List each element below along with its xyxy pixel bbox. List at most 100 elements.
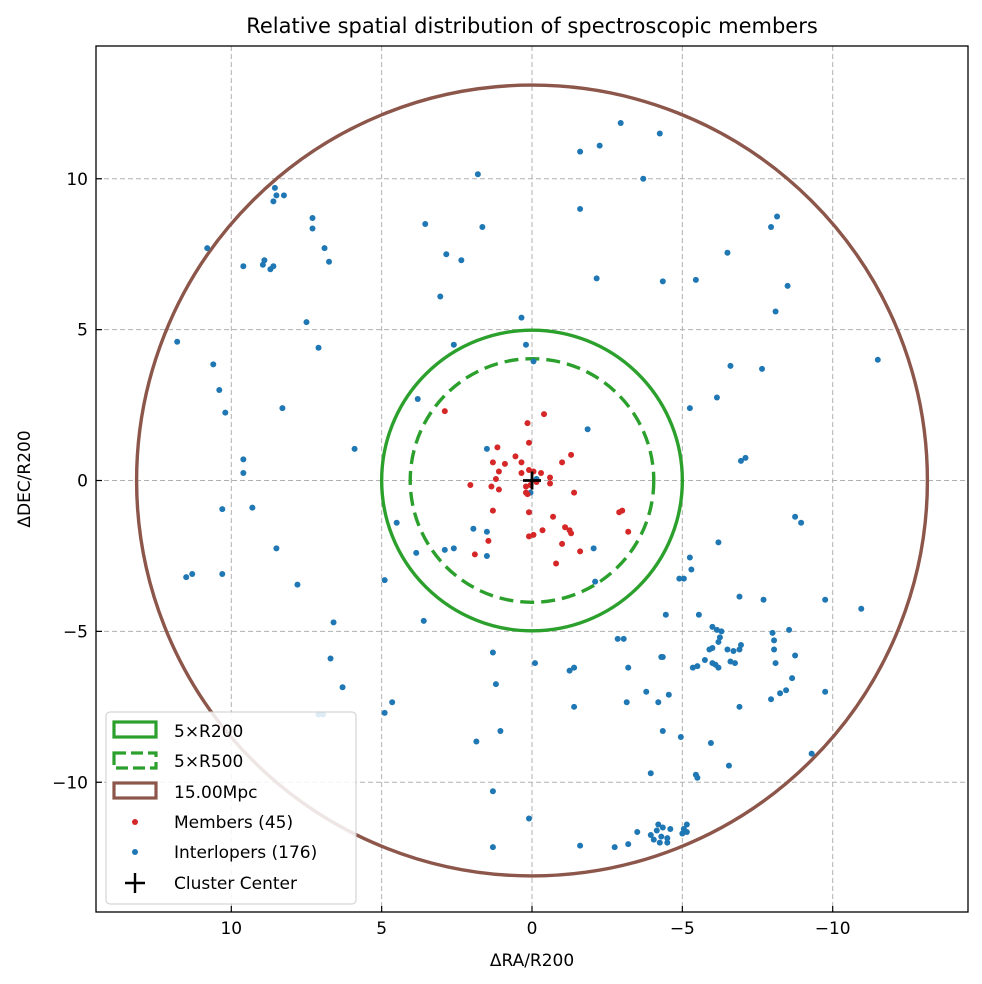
interloper-point-100 xyxy=(760,596,767,603)
interloper-point-96 xyxy=(822,596,829,603)
member-point-4 xyxy=(494,444,501,451)
interloper-point-6 xyxy=(270,263,277,270)
interloper-point-26 xyxy=(183,574,190,581)
interloper-point-116 xyxy=(689,664,696,671)
legend-swatch-interlopers xyxy=(132,849,138,855)
member-point-8 xyxy=(518,459,525,466)
interloper-point-80 xyxy=(727,362,734,369)
member-point-13 xyxy=(525,466,532,473)
interloper-point-120 xyxy=(727,658,734,665)
interloper-point-119 xyxy=(712,661,719,668)
interloper-point-131 xyxy=(777,690,784,697)
legend-label-r500: 5×R500 xyxy=(174,752,243,772)
interloper-point-155 xyxy=(694,774,701,781)
interloper-point-20 xyxy=(240,456,247,463)
interloper-point-170 xyxy=(667,826,674,833)
interloper-point-102 xyxy=(713,626,720,633)
interloper-point-113 xyxy=(737,641,744,648)
member-point-29 xyxy=(616,509,623,516)
legend-swatch-center xyxy=(125,873,145,893)
interloper-point-16 xyxy=(315,344,322,351)
interloper-point-111 xyxy=(730,647,737,654)
member-point-1 xyxy=(524,420,531,427)
member-point-31 xyxy=(525,509,532,516)
interloper-point-21 xyxy=(240,469,247,476)
interloper-point-140 xyxy=(571,703,578,710)
interloper-point-132 xyxy=(768,696,775,703)
circle-2 xyxy=(134,83,930,878)
interloper-point-45 xyxy=(422,221,429,228)
members-series xyxy=(441,408,632,567)
interloper-point-150 xyxy=(659,727,666,734)
interloper-point-129 xyxy=(789,675,796,682)
interloper-point-125 xyxy=(771,646,778,653)
interloper-point-37 xyxy=(389,699,396,706)
interloper-point-14 xyxy=(326,258,333,265)
interloper-point-121 xyxy=(731,660,738,667)
member-point-37 xyxy=(525,533,532,540)
x-axis-label: ΔRA/R200 xyxy=(490,951,574,971)
legend-swatch-members xyxy=(132,819,138,825)
interloper-point-164 xyxy=(655,821,662,828)
interloper-point-76 xyxy=(659,278,666,285)
interloper-point-47 xyxy=(474,171,481,178)
y-axis-label: ΔDEC/R200 xyxy=(15,430,35,527)
chart-title: Relative spatial distribution of spectro… xyxy=(246,14,818,38)
interloper-point-172 xyxy=(683,821,690,828)
interloper-point-2 xyxy=(240,263,247,270)
interloper-point-87 xyxy=(874,356,881,363)
interloper-point-56 xyxy=(483,528,490,535)
member-point-43 xyxy=(467,482,474,489)
member-point-15 xyxy=(495,468,502,475)
x-tick-label-0: 10 xyxy=(220,919,242,939)
member-point-2 xyxy=(541,411,548,418)
interloper-point-32 xyxy=(327,655,334,662)
interloper-point-135 xyxy=(676,575,683,582)
interloper-point-91 xyxy=(680,575,687,582)
interloper-point-30 xyxy=(294,581,301,588)
interloper-point-145 xyxy=(643,688,650,695)
interloper-point-70 xyxy=(577,205,584,212)
cluster-center-marker xyxy=(523,471,541,490)
legend-box xyxy=(105,711,357,905)
interloper-point-17 xyxy=(210,361,217,368)
interloper-point-77 xyxy=(692,276,699,283)
interloper-point-141 xyxy=(566,667,573,674)
interloper-point-144 xyxy=(623,699,630,706)
legend-label-15mpc: 15.00Mpc xyxy=(174,783,257,803)
interloper-point-42 xyxy=(441,546,448,553)
interloper-point-126 xyxy=(786,626,793,633)
interloper-point-160 xyxy=(634,829,641,836)
interloper-point-114 xyxy=(701,657,708,664)
interloper-point-162 xyxy=(650,836,657,843)
member-point-34 xyxy=(625,528,632,535)
interloper-point-75 xyxy=(656,130,663,137)
interloper-point-103 xyxy=(695,611,702,618)
member-point-17 xyxy=(492,476,499,482)
interloper-point-71 xyxy=(596,142,603,149)
interloper-point-53 xyxy=(414,396,421,403)
interloper-point-166 xyxy=(658,833,665,840)
member-point-40 xyxy=(471,551,478,558)
circle-0 xyxy=(379,328,685,633)
interloper-point-36 xyxy=(381,709,388,716)
interloper-point-98 xyxy=(822,688,829,695)
interloper-point-66 xyxy=(530,358,537,365)
legend-swatch-15mpc xyxy=(112,781,158,800)
interloper-point-136 xyxy=(592,578,599,585)
legend: 5×R200 5×R500 15.00Mpc Members (45) Inte… xyxy=(105,711,357,905)
member-point-27 xyxy=(562,524,569,531)
center-cross xyxy=(523,471,541,490)
interloper-point-0 xyxy=(174,338,181,345)
interloper-point-44 xyxy=(443,251,450,258)
interloper-point-94 xyxy=(792,513,799,520)
interloper-point-124 xyxy=(771,637,778,644)
interloper-point-115 xyxy=(694,663,701,670)
interloper-point-72 xyxy=(593,275,600,282)
x-tick-label-2: 0 xyxy=(527,919,538,939)
interloper-point-41 xyxy=(381,577,388,584)
interloper-point-158 xyxy=(625,841,632,848)
interloper-point-157 xyxy=(611,844,618,851)
interloper-point-123 xyxy=(769,629,776,636)
